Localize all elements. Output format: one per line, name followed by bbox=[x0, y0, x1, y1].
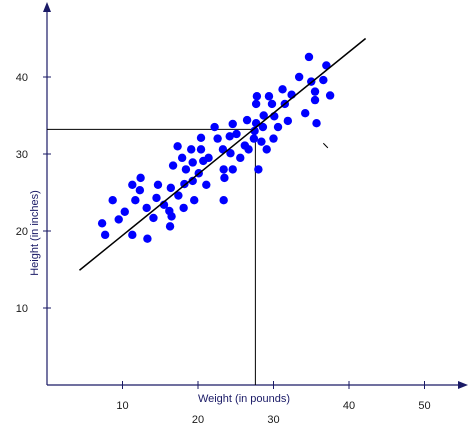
data-point bbox=[278, 85, 287, 94]
data-points bbox=[97, 52, 335, 243]
data-point bbox=[128, 230, 137, 240]
data-point bbox=[269, 134, 278, 143]
data-point bbox=[244, 145, 253, 154]
x-axis-arrowhead bbox=[458, 381, 468, 389]
data-point bbox=[225, 132, 234, 141]
data-point bbox=[228, 119, 237, 129]
data-point bbox=[166, 183, 176, 193]
data-point bbox=[254, 165, 263, 174]
data-point bbox=[136, 173, 145, 183]
y-tick-label: 10 bbox=[16, 303, 28, 315]
data-point bbox=[177, 153, 187, 163]
y-tick-label: 20 bbox=[16, 226, 28, 238]
data-point bbox=[252, 92, 262, 101]
data-point bbox=[202, 180, 211, 189]
data-point bbox=[226, 149, 235, 158]
data-point bbox=[213, 134, 222, 143]
data-point bbox=[173, 142, 182, 151]
data-point bbox=[143, 234, 152, 243]
data-point bbox=[128, 180, 137, 189]
data-point bbox=[242, 115, 252, 125]
data-point bbox=[142, 203, 151, 213]
data-point bbox=[190, 196, 199, 205]
x-axis-title: Weight (in pounds) bbox=[198, 393, 290, 405]
data-point bbox=[187, 145, 196, 154]
data-point bbox=[319, 75, 328, 85]
data-point bbox=[310, 95, 320, 105]
data-point bbox=[196, 133, 206, 143]
data-point bbox=[257, 137, 266, 146]
data-point bbox=[153, 180, 163, 189]
data-point bbox=[168, 161, 178, 170]
data-point bbox=[232, 129, 241, 139]
x-tick-label: 40 bbox=[343, 400, 355, 412]
data-point bbox=[149, 213, 158, 223]
data-point bbox=[262, 145, 271, 154]
data-point bbox=[135, 185, 145, 195]
data-point bbox=[294, 72, 304, 82]
data-point bbox=[114, 215, 123, 224]
tick-labels: 10 20 30 40 50 10 20 30 40 bbox=[16, 72, 431, 426]
data-point bbox=[120, 207, 129, 216]
data-point bbox=[250, 126, 259, 136]
y-axis-arrowhead bbox=[43, 2, 51, 12]
data-point bbox=[196, 145, 206, 154]
data-point bbox=[258, 122, 268, 132]
data-point bbox=[301, 108, 310, 118]
data-point bbox=[249, 134, 259, 143]
y-tick-label: 40 bbox=[16, 72, 28, 84]
data-point bbox=[322, 61, 331, 70]
data-point bbox=[188, 176, 197, 186]
data-point bbox=[167, 212, 176, 221]
x-tick-label: 10 bbox=[116, 400, 128, 412]
data-point bbox=[325, 91, 335, 100]
small-tick-mark bbox=[322, 142, 329, 149]
chart-axes bbox=[43, 2, 468, 389]
data-point bbox=[259, 111, 268, 120]
y-axis-title: Height (in inches) bbox=[29, 190, 41, 276]
data-point bbox=[219, 196, 228, 205]
data-point bbox=[204, 153, 213, 163]
data-point bbox=[181, 165, 191, 174]
data-point bbox=[219, 165, 228, 174]
data-point bbox=[283, 116, 293, 126]
data-point bbox=[312, 119, 321, 128]
data-point bbox=[188, 158, 197, 167]
y-tick-label: 30 bbox=[16, 149, 28, 161]
data-point bbox=[267, 99, 277, 109]
data-point bbox=[174, 191, 183, 200]
data-point bbox=[220, 173, 229, 183]
data-point bbox=[251, 99, 261, 109]
data-point bbox=[152, 193, 161, 203]
data-point bbox=[273, 122, 283, 132]
data-point bbox=[131, 196, 140, 205]
data-point bbox=[97, 219, 107, 228]
data-point bbox=[310, 87, 320, 96]
data-point bbox=[264, 92, 274, 101]
x-tick-label: 20 bbox=[192, 414, 204, 426]
data-point bbox=[236, 153, 245, 163]
data-point bbox=[210, 122, 219, 132]
data-point bbox=[165, 222, 175, 231]
data-point bbox=[100, 230, 110, 240]
x-tick-label: 30 bbox=[267, 414, 279, 426]
trend-line-group bbox=[78, 37, 367, 271]
data-point bbox=[228, 165, 237, 174]
data-point bbox=[179, 203, 188, 213]
x-tick-label: 50 bbox=[418, 400, 430, 412]
data-point bbox=[108, 196, 117, 205]
trend-line bbox=[78, 37, 367, 271]
data-point bbox=[304, 52, 314, 62]
